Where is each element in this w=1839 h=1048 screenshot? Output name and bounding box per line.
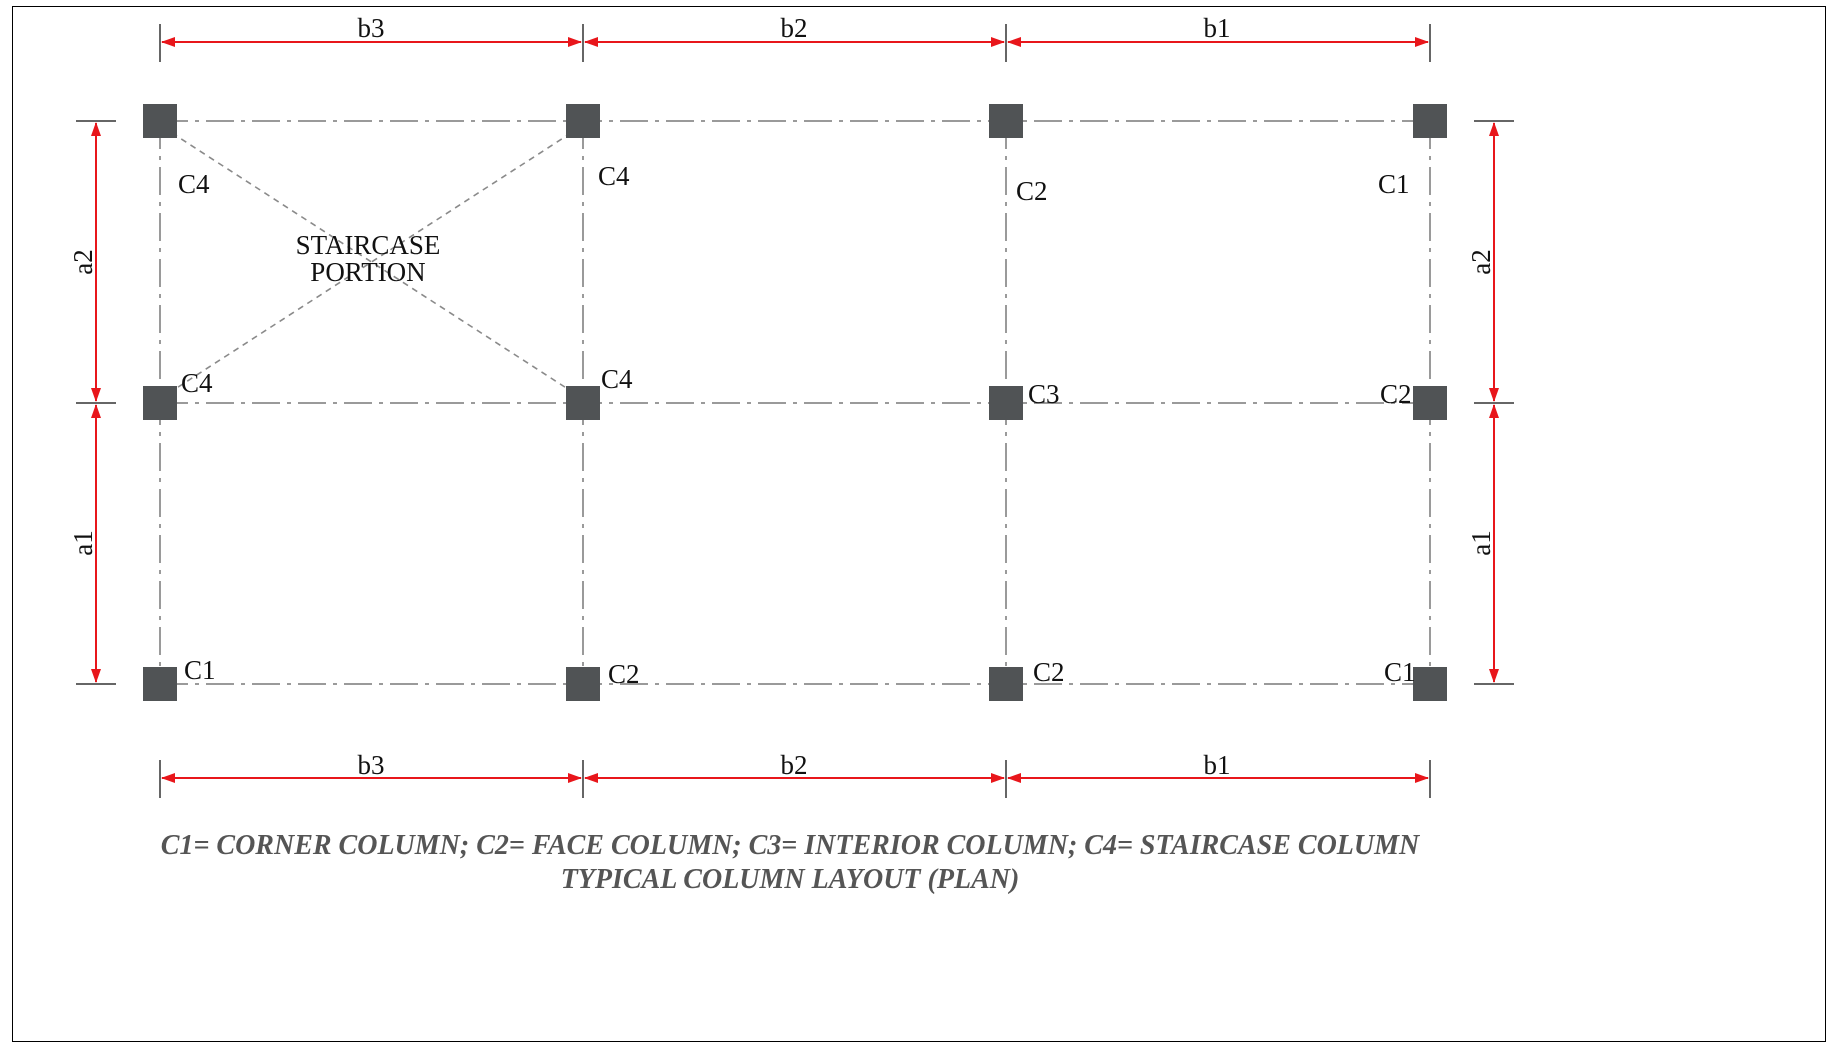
staircase-diagonal-2 [171,132,572,392]
dimension-label: b1 [1204,13,1231,43]
dimension-label: a1 [68,530,98,555]
column-r3-c2 [566,667,600,701]
column-r3-c1 [143,667,177,701]
bottom-dimensions: b3 b2 b1 [159,750,1431,798]
drawing-frame [12,6,1826,1042]
column-label: C2 [1380,379,1412,409]
dimension-label: a2 [1466,249,1496,274]
column-r2-c1 [143,386,177,420]
column-labels: C4 C4 C2 C1 C4 C4 C3 C2 C1 C2 C2 C1 [178,161,1416,689]
column-r1-c3 [989,104,1023,138]
column-label: C4 [601,364,633,394]
column-r3-c3 [989,667,1023,701]
dimension-label: a2 [68,249,98,274]
dimension-label: b3 [358,750,385,780]
staircase-label-line2: PORTION [310,257,425,287]
grid-lines [159,120,1431,685]
column-label: C4 [178,169,210,199]
column-label: C2 [1033,657,1065,687]
right-dimensions: a2 a1 [1466,120,1514,685]
drawing-title: TYPICAL COLUMN LAYOUT (PLAN) [561,864,1020,895]
left-dimensions: a2 a1 [68,120,116,685]
dimension-label: b3 [358,13,385,43]
staircase-diagonals [171,132,572,392]
column-label: C3 [1028,379,1060,409]
top-dimensions: b3 b2 b1 [159,13,1431,62]
column-label: C4 [181,368,213,398]
column-r2-c4 [1413,386,1447,420]
staircase-label-line1: STAIRCASE [296,230,441,260]
columns [143,104,1447,701]
column-label: C1 [184,655,216,685]
column-label: C4 [598,161,630,191]
column-label: C1 [1384,657,1416,687]
dimension-label: b2 [781,13,808,43]
column-r1-c4 [1413,104,1447,138]
column-r3-c4 [1413,667,1447,701]
dimension-label: a1 [1466,530,1496,555]
column-r2-c3 [989,386,1023,420]
column-label: C2 [608,659,640,689]
column-r1-c1 [143,104,177,138]
staircase-diagonal-1 [171,132,572,392]
column-r1-c2 [566,104,600,138]
dimension-label: b2 [781,750,808,780]
column-label: C2 [1016,176,1048,206]
column-r2-c2 [566,386,600,420]
legend-caption: C1= CORNER COLUMN; C2= FACE COLUMN; C3= … [161,830,1421,861]
dimension-label: b1 [1204,750,1231,780]
column-label: C1 [1378,169,1410,199]
